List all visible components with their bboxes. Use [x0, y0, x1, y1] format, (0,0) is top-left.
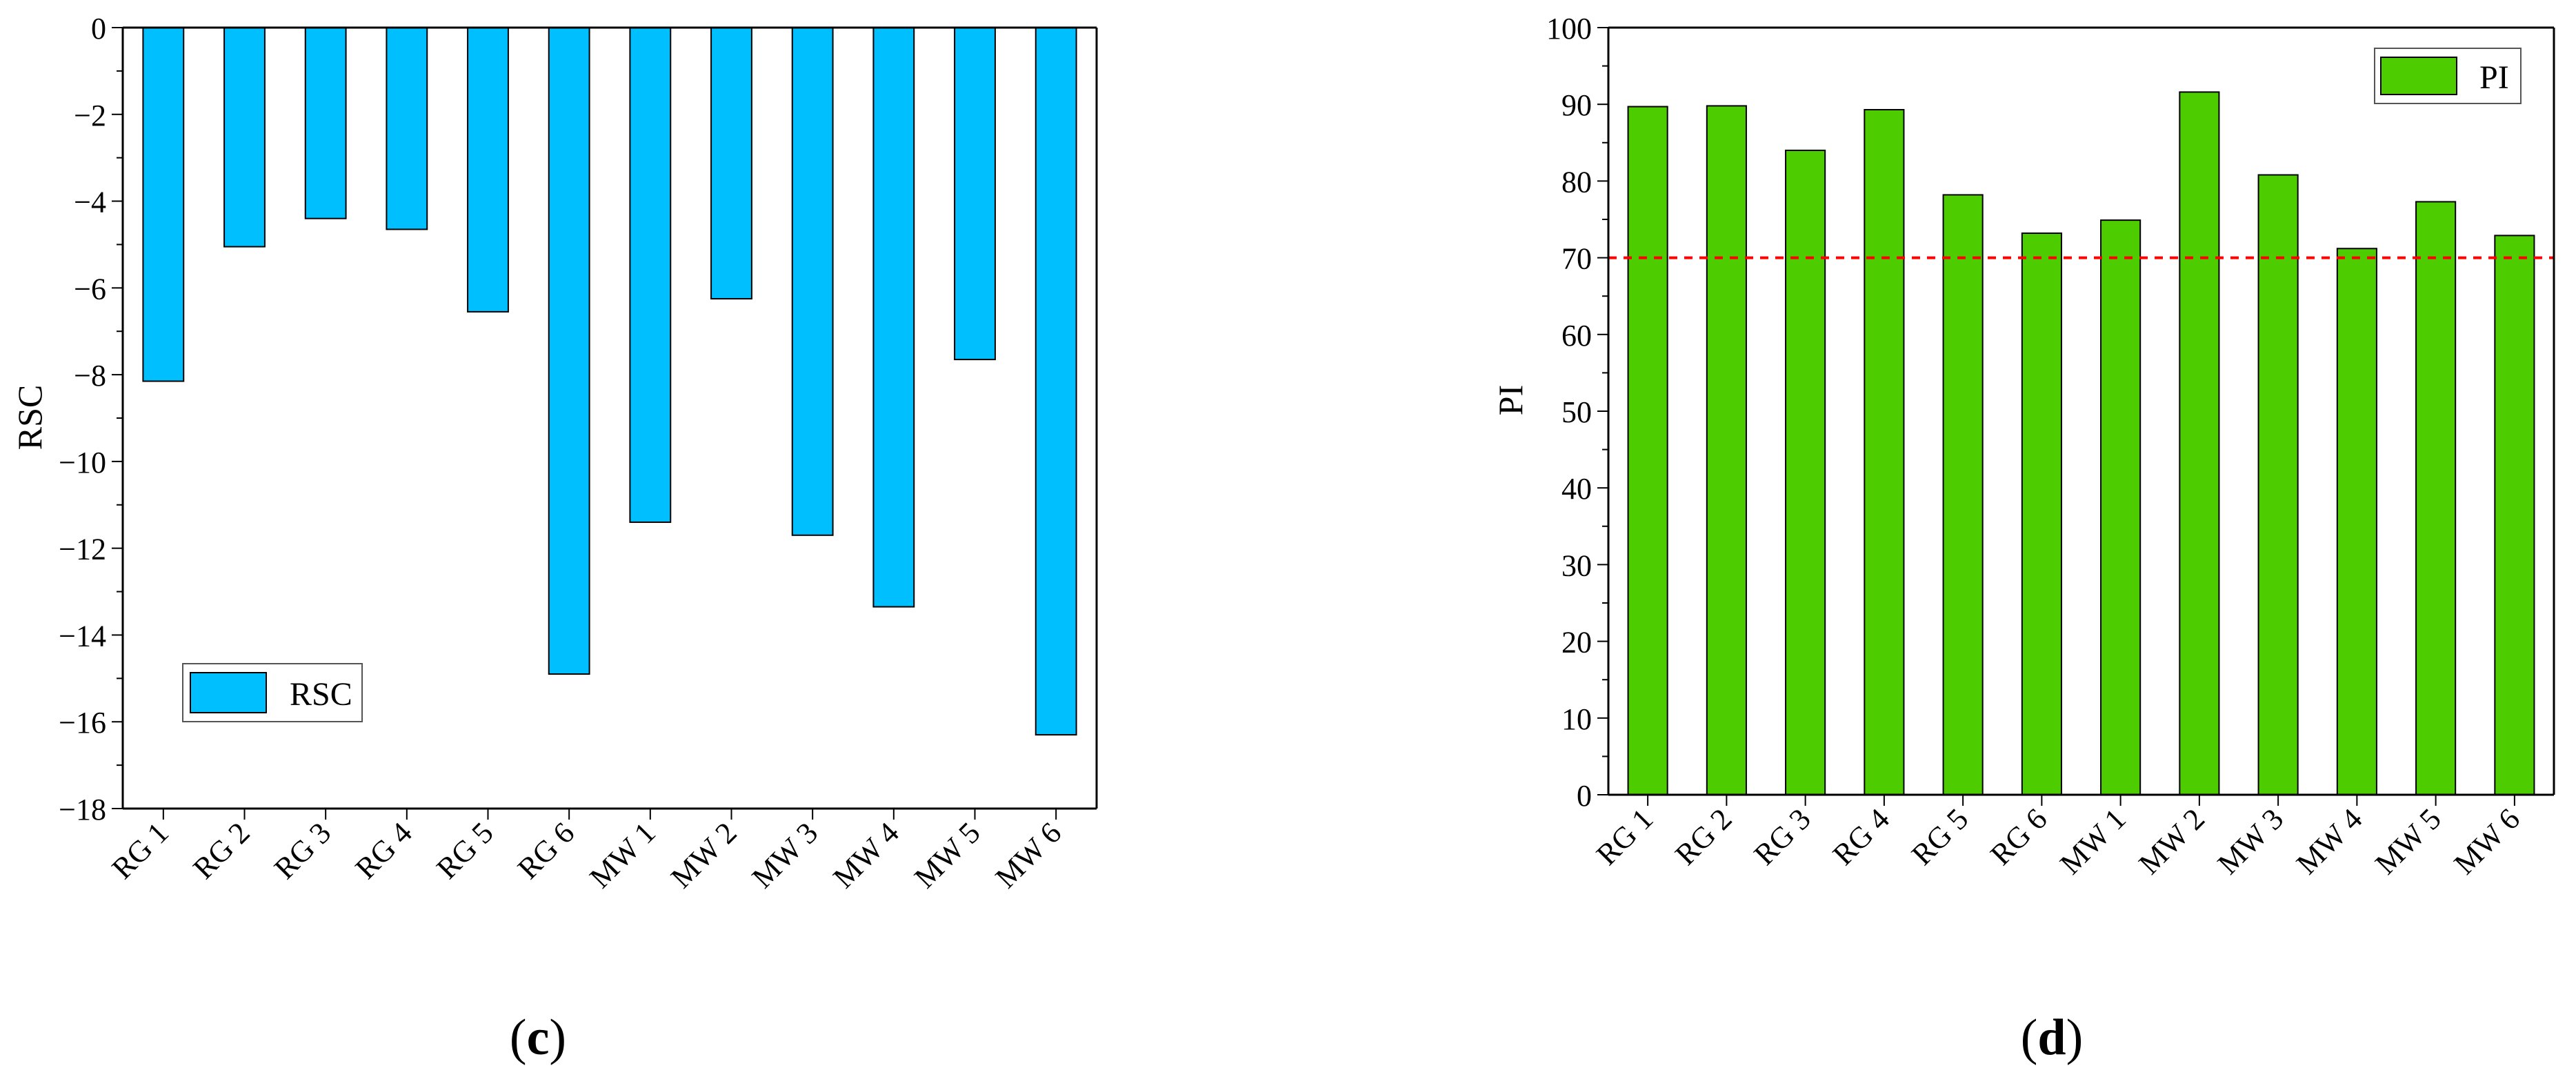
pi-bar	[1706, 105, 1747, 795]
rsc-bar	[142, 27, 185, 382]
x-tick-label: RG 2	[1668, 802, 1738, 871]
rsc-bar-group	[142, 27, 1077, 736]
x-tick-label: MW 4	[2290, 802, 2368, 880]
x-tick-label: MW 5	[908, 815, 986, 894]
y-tick-label: 50	[1561, 395, 1592, 429]
chart-panel-c: 0−2−4−6−8−10−12−14−16−18 RG 1 RG 2 RG 3 RG …	[10, 12, 1098, 1066]
y-tick-label: 10	[1561, 702, 1592, 736]
x-tick-label: RG 6	[1984, 802, 2053, 871]
x-tick-label: MW 4	[826, 815, 905, 894]
x-tick-label: MW 6	[2447, 802, 2526, 880]
rsc-legend-swatch	[190, 672, 267, 713]
rsc-bar	[710, 27, 752, 300]
pi-bar	[2100, 219, 2141, 795]
pi-y-axis-label: PI	[1491, 385, 1530, 415]
x-tick-label: RG 2	[186, 815, 256, 885]
pi-bar	[2257, 174, 2299, 795]
pi-legend-swatch	[2380, 57, 2457, 95]
x-tick-label: MW 2	[664, 815, 743, 894]
pi-y-ticks: 0 10 20 30 40 50 60 70 80 90 100	[1546, 12, 1608, 813]
rsc-bar	[548, 27, 590, 675]
panel-label-c: (c)	[510, 1009, 566, 1066]
rsc-legend-label: RSC	[290, 676, 352, 713]
x-tick-label: MW 2	[2132, 802, 2210, 880]
rsc-legend: RSC	[182, 663, 363, 722]
x-tick-label: RG 3	[1747, 802, 1817, 871]
x-tick-label: RG 6	[511, 815, 581, 885]
y-tick-label: 30	[1561, 548, 1592, 582]
y-tick-label: −18	[59, 793, 106, 826]
rsc-y-axis-label: RSC	[10, 385, 49, 451]
x-tick-label: RG 5	[430, 815, 499, 885]
pi-bar	[2415, 201, 2457, 795]
x-tick-label: MW 6	[989, 815, 1068, 894]
panel-letter-d: d	[2037, 1009, 2066, 1066]
x-tick-label: RG 5	[1905, 802, 1975, 871]
y-tick-label: 90	[1561, 88, 1592, 122]
y-tick-label: 80	[1561, 165, 1592, 199]
x-tick-label: MW 1	[583, 815, 661, 894]
x-tick-label: MW 5	[2368, 802, 2447, 880]
rsc-x-ticks: RG 1 RG 2 RG 3 RG 4 RG 5 RG 6 MW 1 MW 2 MW 3 MW 4…	[106, 809, 1068, 895]
rsc-bar	[954, 27, 996, 361]
x-tick-label: RG 4	[1826, 802, 1896, 871]
rsc-bar	[386, 27, 428, 230]
y-tick-label: 100	[1546, 12, 1592, 46]
pi-bar	[1942, 194, 1984, 795]
pi-bar	[2336, 248, 2377, 796]
y-tick-label: −6	[74, 272, 106, 306]
y-tick-label: 40	[1561, 472, 1592, 506]
x-tick-label: MW 3	[2211, 802, 2290, 880]
y-tick-label: −10	[59, 446, 106, 479]
rsc-y-ticks: 0 −2 −4 −6 −8 −10 −12 −14 −16 −18	[59, 12, 123, 826]
rsc-bar	[791, 27, 834, 536]
x-tick-label: MW 3	[746, 815, 824, 894]
rsc-bar	[304, 27, 347, 219]
y-tick-label: −2	[74, 99, 106, 132]
rsc-bar	[629, 27, 672, 523]
panel-label-d: (d)	[2021, 1009, 2083, 1066]
y-tick-label: 20	[1561, 626, 1592, 660]
y-tick-label: −8	[74, 359, 106, 393]
pi-bar	[2021, 232, 2062, 795]
y-tick-label: 0	[1577, 779, 1592, 813]
pi-bar	[1785, 149, 1826, 796]
x-tick-label: RG 1	[106, 815, 175, 885]
y-tick-label: 70	[1561, 242, 1592, 276]
pi-bar	[2179, 91, 2220, 795]
pi-axes	[1607, 26, 2555, 796]
x-tick-label: RG 4	[349, 815, 419, 885]
rsc-bar	[223, 27, 266, 248]
y-tick-label: −16	[59, 706, 106, 740]
y-tick-label: 0	[91, 12, 106, 46]
rsc-bar	[872, 27, 915, 608]
y-tick-label: 60	[1561, 319, 1592, 353]
pi-x-ticks: RG 1 RG 2 RG 3 RG 4 RG 5 RG 6 MW 1 MW 2 MW 3 MW 4…	[1590, 795, 2526, 881]
x-tick-label: RG 3	[268, 815, 337, 885]
rsc-bar	[467, 27, 509, 313]
rsc-bar	[1035, 27, 1077, 736]
y-tick-label: −12	[59, 533, 106, 566]
pi-bar	[1627, 106, 1668, 795]
pi-bar	[1864, 108, 1905, 795]
panel-letter-c: c	[527, 1009, 550, 1066]
pi-bar	[2494, 235, 2535, 795]
y-tick-label: −4	[74, 186, 106, 219]
y-tick-label: −14	[59, 619, 106, 653]
pi-legend-label: PI	[2479, 59, 2509, 96]
x-tick-label: MW 1	[2053, 802, 2132, 880]
pi-bar-group	[1627, 91, 2535, 796]
x-tick-label: RG 1	[1590, 802, 1659, 871]
pi-legend: PI	[2374, 48, 2522, 104]
